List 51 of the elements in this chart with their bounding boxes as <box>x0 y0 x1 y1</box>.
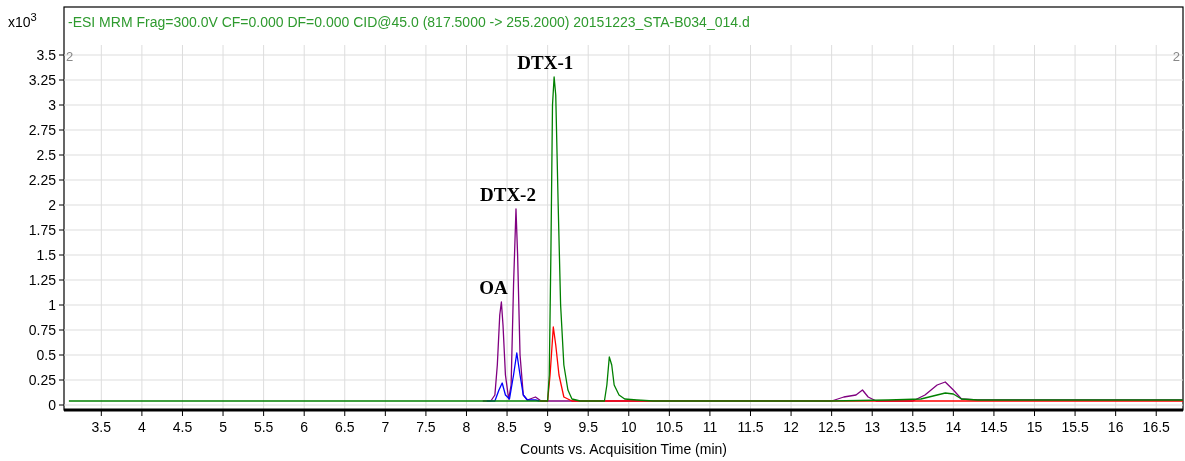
y-axis-title: x10$^{3}$ <box>8 11 37 30</box>
y-tick-label: 3.25 <box>28 72 57 88</box>
y-tick-label: 0.75 <box>28 322 57 338</box>
annotation: DTX-1 <box>517 52 574 73</box>
x-tick-label: 13 <box>864 419 881 435</box>
x-tick-label: 16 <box>1107 419 1124 435</box>
x-tick-label: 12 <box>783 419 800 435</box>
annotation: 2 <box>66 49 74 64</box>
x-tick-label: 6 <box>300 419 309 435</box>
x-tick-label: 5.5 <box>253 419 274 435</box>
x-tick-label: 15.5 <box>1061 419 1089 435</box>
y-tick-label: 0 <box>48 397 57 413</box>
x-tick-label: 11 <box>702 419 718 435</box>
y-tick-label: 0.25 <box>28 372 57 388</box>
x-tick-label: 8 <box>462 419 471 435</box>
x-axis-title: Counts vs. Acquisition Time (min) <box>520 441 727 457</box>
x-tick-label: 7.5 <box>416 419 436 435</box>
line-series <box>68 76 1183 402</box>
y-tick-label: 2.75 <box>28 122 57 138</box>
x-tick-label: 14 <box>945 419 962 435</box>
y-tick-label: 1.5 <box>36 247 57 263</box>
x-tick-label: 12.5 <box>818 419 846 435</box>
x-tick-label: 4 <box>138 419 146 435</box>
x-tick-label: 7 <box>381 419 390 435</box>
x-tick-label: 16.5 <box>1142 419 1171 435</box>
annotation: DTX-2 <box>480 184 536 205</box>
y-tick-label: 1.75 <box>28 222 57 238</box>
x-tick-label: 14.5 <box>980 419 1008 435</box>
x-tick-label: 10.5 <box>655 419 684 435</box>
x-tick-label: 5 <box>219 419 228 435</box>
x-tick-label: 11.5 <box>737 419 764 435</box>
y-tick-label: 3.5 <box>36 47 57 63</box>
x-tick-label: 13.5 <box>899 419 927 435</box>
y-tick-label: 1 <box>48 297 57 313</box>
x-tick-label: 3.5 <box>91 419 112 435</box>
x-tick-label: 6.5 <box>335 419 355 435</box>
x-tick-label: 9.5 <box>578 419 599 435</box>
y-tick-label: 1.25 <box>28 272 57 288</box>
x-tick-label: 15 <box>1026 419 1043 435</box>
x-tick-label: 9 <box>543 419 552 435</box>
y-tick-label: 2 <box>48 197 57 213</box>
x-tick-label: 4.5 <box>172 419 193 435</box>
annotation: OA <box>479 277 508 298</box>
chart-title: -ESI MRM Frag=300.0V CF=0.000 DF=0.000 CID@45.0 (817.5000 -> 255.2000) 20151223_STA-B034_014.d <box>68 14 750 30</box>
x-tick-label: 10 <box>620 419 637 435</box>
y-tick-label: 2.25 <box>28 172 57 188</box>
y-tick-label: 2.5 <box>36 147 57 163</box>
x-tick-label: 8.5 <box>497 419 517 435</box>
y-tick-label: 3 <box>48 97 57 113</box>
annotation: 2 <box>1172 49 1180 64</box>
y-tick-label: 0.5 <box>36 347 57 363</box>
